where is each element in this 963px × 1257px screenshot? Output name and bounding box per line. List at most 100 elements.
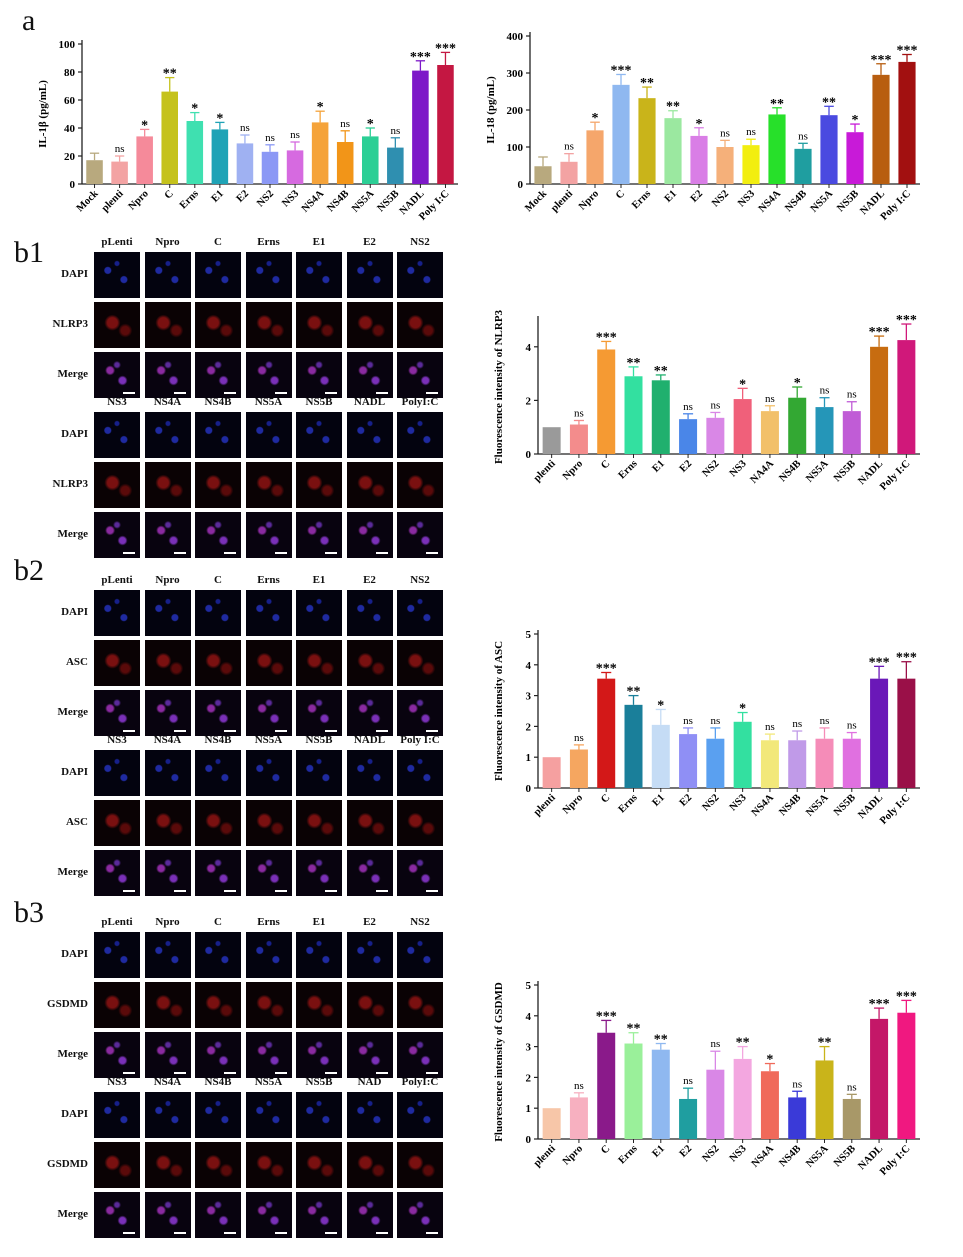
micrograph-cell <box>296 462 342 508</box>
gsdmd-bar-chart: Fluorescence intensity of GSDMD 0 1 2 3 4 5 ple… <box>493 980 920 1178</box>
bar <box>311 122 329 184</box>
bar <box>788 397 807 454</box>
x-tick-label: Mock <box>75 188 101 214</box>
micrograph-cell <box>296 690 342 736</box>
significance-label: ns <box>820 715 830 727</box>
micrograph-cell <box>245 1142 292 1188</box>
micrograph-cell <box>245 252 292 298</box>
micrograph-cell <box>346 412 393 458</box>
row-label: Merge <box>57 866 88 878</box>
y-tick-label: 400 <box>507 31 524 43</box>
x-tick-label: plenti <box>532 792 558 818</box>
micrograph-cell <box>195 352 241 398</box>
bar <box>788 740 807 788</box>
x-tick-label: E1 <box>650 792 666 808</box>
micrograph-cell <box>397 1192 443 1238</box>
scale-bar <box>123 552 135 554</box>
micrograph-cell <box>296 302 342 348</box>
scale-bar <box>274 552 287 554</box>
bar <box>569 749 588 788</box>
x-tick-label: Npro <box>561 458 585 482</box>
il1b-bar-chart: IL-1β (pg/mL) 0 20 40 60 80 100 Mock ns plenti * Np… <box>37 39 458 223</box>
significance-label: ns <box>683 401 693 413</box>
scale-bar <box>123 890 135 892</box>
scale-bar <box>173 1072 186 1074</box>
scale-bar <box>426 730 438 732</box>
scale-bar <box>123 1072 135 1074</box>
micrograph-cell <box>195 412 241 458</box>
significance-label: *** <box>410 50 431 65</box>
x-tick-label: NS4B <box>777 792 803 818</box>
scale-bar <box>426 1232 438 1234</box>
x-tick-label: NS3 <box>280 188 301 209</box>
significance-label: *** <box>896 989 917 1004</box>
x-tick-label: Erns <box>617 458 640 481</box>
significance-label: *** <box>596 662 617 677</box>
scale-bar <box>173 890 186 892</box>
significance-label: ns <box>564 141 574 153</box>
significance-label: ** <box>736 1036 750 1051</box>
micrograph-cell <box>144 690 191 736</box>
micrograph-cell <box>296 1192 342 1238</box>
column-label: E1 <box>312 236 326 248</box>
micrograph-cell <box>245 690 292 736</box>
bar <box>597 678 616 788</box>
y-tick-label: 60 <box>64 95 76 107</box>
y-tick-label: 1 <box>526 752 532 764</box>
micrograph-cell <box>144 1192 191 1238</box>
x-tick-label: plenti <box>100 188 126 214</box>
column-label: E1 <box>312 574 326 586</box>
significance-label: ** <box>822 95 836 110</box>
significance-label: * <box>216 111 223 126</box>
x-tick-label: Erns <box>617 1143 640 1166</box>
scale-bar <box>173 1232 186 1234</box>
y-tick-label: 1 <box>526 1103 532 1115</box>
significance-label: ns <box>683 1075 693 1087</box>
bar <box>161 91 179 184</box>
micrograph-cell <box>296 800 342 846</box>
micrograph-cell <box>195 1032 241 1078</box>
significance-label: ns <box>710 1038 720 1050</box>
x-tick-label: NS3 <box>736 188 757 209</box>
micrograph-cell <box>346 1192 393 1238</box>
y-tick-label: 4 <box>526 342 532 354</box>
bar <box>534 166 552 184</box>
x-tick-label: C <box>599 458 612 471</box>
micrograph-cell <box>195 932 241 978</box>
micrograph-cell <box>296 352 342 398</box>
micrograph-cell <box>195 850 241 896</box>
row-label: Merge <box>57 1048 88 1060</box>
x-tick-label: C <box>614 188 627 201</box>
micrograph-cell <box>195 800 241 846</box>
bar <box>760 740 779 788</box>
column-label: Npro <box>155 916 180 928</box>
x-tick-label: NS2 <box>255 188 276 209</box>
nlrp3-bar-chart: Fluorescence intensity of NLRP3 0 2 4 plenti… <box>493 309 920 493</box>
significance-label: * <box>367 117 374 132</box>
significance-label: ns <box>847 389 857 401</box>
column-label: E2 <box>363 574 376 586</box>
column-label: Erns <box>257 236 280 248</box>
significance-label: *** <box>896 651 917 666</box>
bar <box>651 1049 670 1139</box>
scale-bar <box>375 552 388 554</box>
y-tick-label: 80 <box>64 67 76 79</box>
bar <box>136 136 153 184</box>
column-label: NS5B <box>305 396 333 408</box>
micrograph-cell <box>144 412 191 458</box>
bar <box>815 1060 834 1139</box>
bar <box>706 417 725 454</box>
x-tick-label: C <box>163 188 176 201</box>
y-tick-label: 3 <box>526 691 532 703</box>
column-label: NS4A <box>153 734 182 746</box>
x-tick-label: E1 <box>663 188 679 204</box>
significance-label: * <box>696 117 703 132</box>
x-tick-label: E2 <box>689 188 705 204</box>
micrograph-cell <box>195 982 241 1028</box>
row-label: NLRP3 <box>52 318 88 330</box>
micrograph-cell <box>397 690 443 736</box>
significance-label: * <box>657 698 664 713</box>
micrograph-cell <box>144 302 191 348</box>
significance-label: ns <box>115 143 125 155</box>
scale-bar <box>224 1232 236 1234</box>
